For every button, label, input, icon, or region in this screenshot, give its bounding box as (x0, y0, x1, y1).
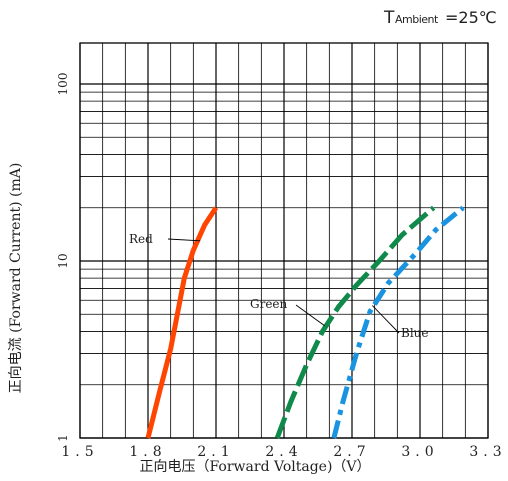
series-label-green: Green (250, 297, 288, 311)
series-labels: Red Green Blue (129, 232, 429, 340)
x-tick-label: 2.1 (197, 444, 234, 460)
series-layer (145, 205, 465, 439)
ambient-temp-value: =25℃ (445, 8, 497, 27)
series-label-leader (295, 304, 326, 327)
ambient-temp-symbol: T (383, 8, 395, 28)
y-axis-title: 正向电流 (Forward Current) (mA) (8, 163, 24, 394)
series-label-red: Red (129, 232, 153, 246)
y-tick-label: 10 (56, 253, 70, 268)
x-axis-title: 正向电压（Forward Voltage)（V） (139, 459, 370, 475)
x-tick-labels: 1.5 1.8 2.1 2.4 2.7 3.0 3.3 (61, 444, 506, 460)
y-tick-label: 1 (56, 434, 70, 442)
y-tick-labels: 1 10 100 (56, 73, 70, 442)
plot-border (79, 42, 489, 439)
x-tick-label: 3.0 (401, 444, 438, 460)
series-label-blue: Blue (401, 326, 429, 340)
ambient-temp-subscript: Ambient (395, 13, 439, 26)
series-line-red (145, 206, 219, 439)
series-label-leader (372, 305, 400, 334)
x-tick-label: 2.4 (265, 444, 302, 460)
x-tick-label: 1.5 (61, 444, 98, 460)
x-tick-label: 2.7 (333, 444, 370, 460)
x-tick-label: 3.3 (469, 444, 506, 460)
series-line-blue (331, 205, 465, 439)
plot-frame (79, 42, 489, 439)
grid (79, 43, 489, 439)
y-tick-label: 100 (56, 73, 70, 96)
x-tick-label: 1.8 (129, 444, 166, 460)
series-line-green (274, 205, 436, 439)
series-label-leader (167, 238, 201, 242)
